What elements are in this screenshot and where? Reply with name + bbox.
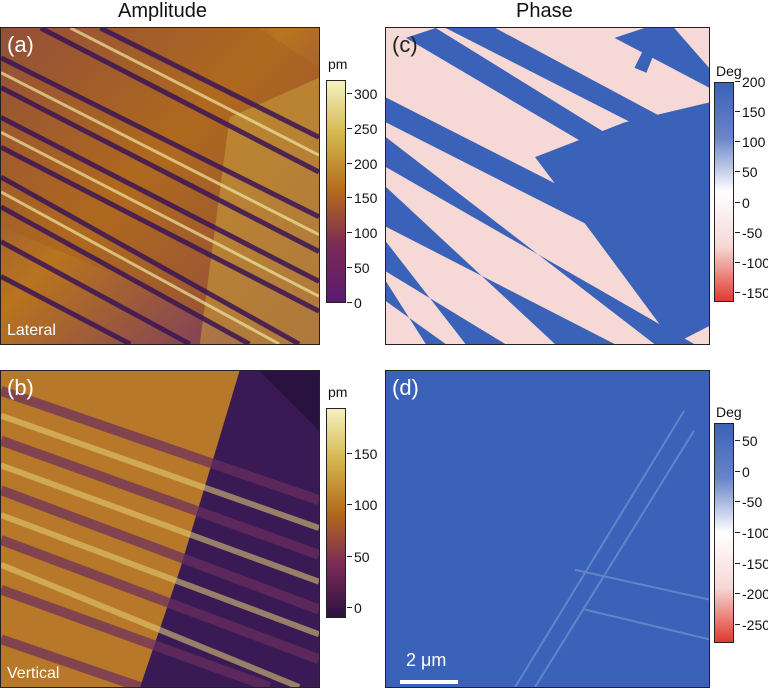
colorbar-a [326, 80, 346, 303]
panel-c-label: (c) [392, 32, 418, 57]
colorbar-d-tick: 50 [735, 433, 758, 450]
colorbar-a-tick: 150 [346, 190, 378, 207]
colorbar-c-tick: 0 [735, 194, 750, 211]
lateral-phase-map [386, 28, 709, 344]
panel-b-label: (b) [7, 375, 34, 400]
colorbar-c-tick: 150 [734, 104, 766, 121]
vertical-phase-map [386, 371, 709, 687]
lateral-amplitude-map [1, 28, 319, 344]
colorbar-c [714, 82, 734, 302]
colorbar-d-tick: -250 [734, 618, 768, 632]
colorbar-c-tick: -100 [734, 256, 768, 270]
colorbar-c-tick: 50 [735, 164, 758, 181]
vertical-amplitude-map [1, 371, 319, 687]
colorbar-d [714, 423, 734, 643]
colorbar-b-tick: 0 [347, 599, 362, 616]
colorbar-c-tick: 100 [734, 134, 766, 151]
colorbar-a-tick: 300 [346, 85, 378, 102]
panel-a-lateral-amplitude: (a) Lateral [0, 27, 320, 345]
colorbar-c-tick: -150 [734, 286, 768, 300]
colorbar-c-unit: Deg [716, 63, 742, 79]
scale-bar [400, 680, 458, 684]
colorbar-c-tick: -50 [734, 224, 763, 241]
panel-c-lateral-phase: (c) [385, 27, 710, 345]
colorbar-a-unit: pm [328, 56, 348, 72]
colorbar-b-tick: 150 [346, 446, 378, 463]
panel-d-vertical-phase: (d) [385, 370, 710, 688]
colorbar-a-tick: 50 [347, 260, 370, 277]
lateral-label: Lateral [7, 322, 56, 339]
colorbar-b-tick: 100 [346, 497, 378, 514]
colorbar-a-tick: 250 [346, 120, 378, 137]
colorbar-d-tick: -200 [734, 587, 768, 601]
colorbar-b-unit: pm [328, 384, 348, 400]
colorbar-d-tick: -50 [734, 494, 763, 511]
amplitude-title: Amplitude [118, 0, 207, 22]
colorbar-a-tick: 100 [346, 225, 378, 242]
panel-a-label: (a) [7, 32, 34, 57]
panel-d-label: (d) [392, 375, 419, 400]
colorbar-d-tick: -100 [734, 526, 768, 540]
vertical-label: Vertical [7, 665, 60, 682]
colorbar-a-tick: 200 [346, 155, 378, 172]
colorbar-a-tick: 0 [347, 295, 362, 311]
colorbar-c-tick: 200 [734, 74, 766, 90]
scale-bar-label: 2 μm [406, 650, 447, 670]
phase-title: Phase [516, 0, 573, 22]
panel-b-vertical-amplitude: (b) Vertical [0, 370, 320, 688]
colorbar-d-tick: 0 [735, 463, 750, 480]
colorbar-d-tick: -150 [734, 557, 768, 571]
colorbar-b-tick: 50 [347, 548, 370, 565]
colorbar-b [326, 408, 346, 618]
colorbar-d-unit: Deg [716, 404, 742, 420]
